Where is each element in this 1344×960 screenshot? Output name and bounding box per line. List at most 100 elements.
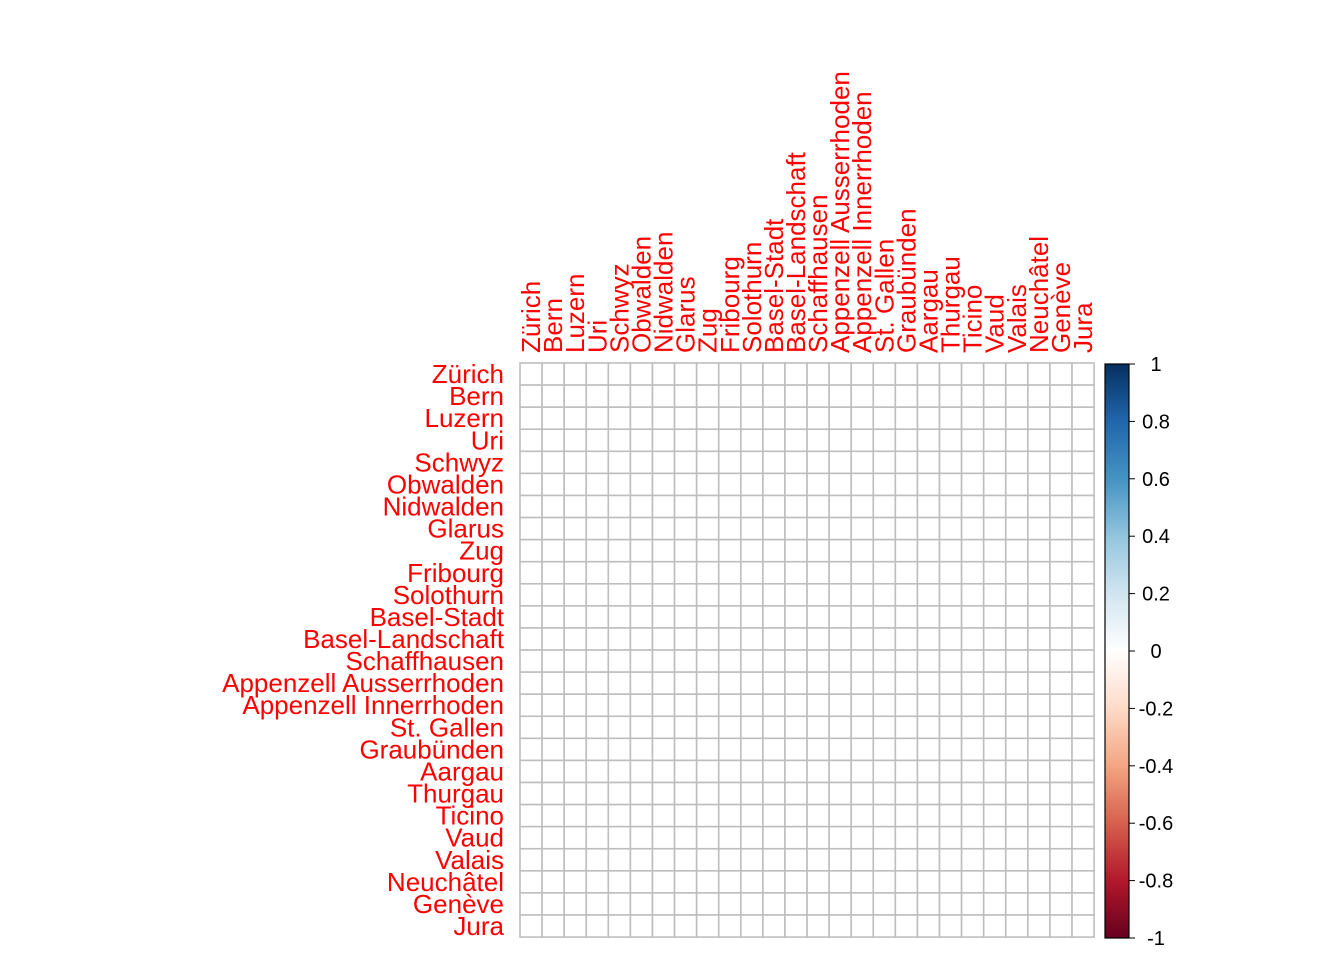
corr-cell	[806, 892, 830, 916]
corr-cell	[1049, 605, 1073, 629]
corr-cell	[894, 560, 919, 585]
corr-cell	[1027, 715, 1051, 740]
corr-cell	[938, 737, 963, 762]
corr-cell	[629, 649, 654, 673]
corr-cell	[1004, 627, 1029, 651]
corr-cell	[629, 803, 654, 828]
corr-cell	[563, 384, 588, 408]
column-label: Jura	[1068, 302, 1098, 353]
column-label: Vaud	[980, 294, 1010, 353]
corr-cell	[784, 759, 808, 784]
corr-cell	[563, 759, 588, 784]
corr-cell	[541, 870, 565, 894]
corr-cell	[894, 715, 919, 740]
corr-cell	[717, 781, 742, 806]
column-label: Schaffhausen	[803, 194, 833, 353]
corr-cell	[960, 847, 985, 872]
corr-cell	[784, 406, 808, 431]
corr-cell	[784, 737, 808, 762]
corr-cell	[982, 781, 1007, 806]
corr-cell	[1049, 737, 1073, 762]
colorbar-legend: 1 0.8 0.6 0.4 0.2 0 -0.2 -0.4 -0.6 -0.8 -1	[1104, 354, 1173, 950]
corr-cell	[916, 560, 941, 585]
corr-cell	[762, 914, 786, 938]
corr-cell	[894, 803, 919, 828]
corr-cell	[519, 892, 543, 916]
corr-cell	[828, 671, 852, 695]
corr-cell	[762, 737, 786, 762]
corr-cell	[784, 693, 808, 718]
corr-cell	[695, 538, 720, 563]
corr-cell	[739, 494, 764, 519]
corr-cell	[695, 737, 720, 762]
corr-cell	[784, 494, 808, 519]
corr-cell	[784, 516, 808, 541]
corr-cell	[828, 605, 852, 629]
column-label: St. Gallen	[869, 239, 899, 353]
corr-cell	[563, 671, 588, 695]
corr-cell	[673, 362, 698, 386]
corr-cell	[1049, 825, 1073, 850]
corr-cell	[784, 892, 808, 916]
corr-cell	[784, 715, 808, 740]
corr-cell	[651, 715, 676, 740]
corr-cell	[607, 494, 632, 519]
corr-cell	[850, 737, 875, 762]
corr-cell	[541, 737, 565, 762]
corr-cell	[762, 715, 786, 740]
corr-cell	[894, 847, 919, 872]
corr-cell	[519, 406, 543, 431]
corr-cell	[762, 472, 786, 497]
column-label: Basel-Landschaft	[781, 151, 811, 353]
corr-cell	[762, 605, 786, 629]
corr-cell	[894, 870, 919, 894]
corr-cell	[585, 516, 610, 541]
colorbar-tick-label: -1	[1147, 928, 1165, 950]
corr-cell	[872, 870, 897, 894]
corr-cell	[651, 759, 676, 784]
corr-cell	[541, 649, 565, 673]
corr-cell	[1004, 914, 1029, 938]
corr-cell	[850, 759, 875, 784]
corr-cell	[938, 516, 963, 541]
corr-cell	[607, 870, 632, 894]
corr-cell	[1071, 870, 1095, 894]
corr-cell	[673, 715, 698, 740]
corr-cell	[806, 384, 830, 408]
corr-cell	[1049, 384, 1073, 408]
corr-cell	[916, 538, 941, 563]
corr-cell	[1049, 892, 1073, 916]
corr-cell	[519, 450, 543, 475]
corr-cell	[982, 605, 1007, 629]
corr-cell	[982, 428, 1007, 453]
corr-cell	[1049, 494, 1073, 519]
corr-cell	[960, 759, 985, 784]
corr-cell	[1049, 538, 1073, 563]
corr-cell	[894, 582, 919, 607]
corr-cell	[629, 781, 654, 806]
corr-cell	[651, 847, 676, 872]
corr-cell	[717, 582, 742, 607]
corr-cell	[1027, 803, 1051, 828]
corr-cell	[828, 737, 852, 762]
row-label: Bern	[449, 381, 504, 411]
corr-cell	[916, 693, 941, 718]
corr-cell	[960, 428, 985, 453]
corr-cell	[585, 693, 610, 718]
corr-cell	[872, 825, 897, 850]
corr-cell	[651, 428, 676, 453]
corr-cell	[894, 759, 919, 784]
corr-cell	[960, 582, 985, 607]
corr-cell	[695, 693, 720, 718]
corr-cell	[1027, 847, 1051, 872]
corr-cell	[695, 781, 720, 806]
corr-cell	[1049, 516, 1073, 541]
corr-cell	[982, 538, 1007, 563]
corr-cell	[960, 362, 985, 386]
corr-cell	[629, 472, 654, 497]
corr-cell	[519, 627, 543, 651]
corr-cell	[607, 892, 632, 916]
row-label: Uri	[471, 425, 504, 455]
corr-cell	[541, 428, 565, 453]
corr-cell	[1027, 450, 1051, 475]
